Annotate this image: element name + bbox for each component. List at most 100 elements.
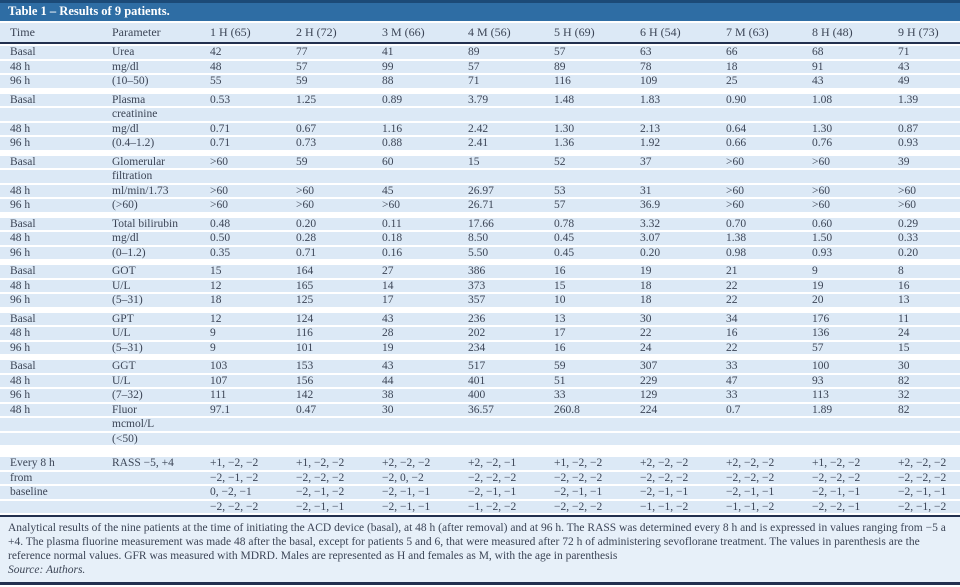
value-cell: 33 (716, 360, 802, 373)
value-cell: 0.20 (630, 246, 716, 259)
value-cell: 57 (544, 199, 630, 212)
value-cell: 53 (544, 184, 630, 197)
value-cell: 109 (630, 75, 716, 88)
value-cell: −2, −1, −1 (544, 486, 630, 499)
parameter-cell (102, 486, 200, 499)
value-cell: 0.89 (372, 93, 458, 106)
value-cell: 103 (200, 360, 286, 373)
value-cell: 22 (630, 327, 716, 340)
value-cell: 0.50 (200, 232, 286, 245)
value-cell: 3.32 (630, 217, 716, 230)
value-cell: −2, 0, −2 (372, 471, 458, 484)
value-cell: +2, −2, −2 (630, 457, 716, 470)
value-cell: 153 (286, 360, 372, 373)
value-cell: 0.66 (716, 137, 802, 150)
value-cell: 33 (544, 389, 630, 402)
value-cell: 30 (888, 360, 960, 373)
value-cell: >60 (802, 184, 888, 197)
table-row: 96 h (5–31) 9 101 19 234 16 24 22 57 15 (0, 341, 960, 354)
time-cell: 96 h (0, 294, 102, 307)
value-cell: 2.41 (458, 137, 544, 150)
table-row: Basal GGT 103 153 43 517 59 307 33 100 30 (0, 360, 960, 373)
value-cell: +1, −2, −2 (200, 457, 286, 470)
value-cell: −2, −2, −2 (200, 500, 286, 513)
value-cell: 1.89 (802, 403, 888, 416)
value-cell: 0.35 (200, 246, 286, 259)
value-cell: 0.93 (802, 246, 888, 259)
parameter-cell: (5–31) (102, 341, 200, 354)
value-cell: >60 (200, 155, 286, 168)
value-cell: −2, −2, −2 (544, 471, 630, 484)
value-cell: 116 (544, 75, 630, 88)
value-cell: 16 (544, 265, 630, 278)
value-cell (372, 170, 458, 183)
value-cell: 12 (200, 312, 286, 325)
value-cell: −1, −2, −2 (458, 500, 544, 513)
value-cell (630, 418, 716, 431)
value-cell: 2.42 (458, 122, 544, 135)
value-cell: 2.13 (630, 122, 716, 135)
value-cell: >60 (286, 199, 372, 212)
value-cell (544, 170, 630, 183)
parameter-cell: (0–1.2) (102, 246, 200, 259)
value-cell: 13 (544, 312, 630, 325)
time-cell: 96 h (0, 389, 102, 402)
table-row: 48 h mg/dl 48 57 99 57 89 78 18 91 43 (0, 60, 960, 73)
value-cell: 30 (630, 312, 716, 325)
table-row: Every 8 h RASS −5, +4 +1, −2, −2 +1, −2, −2… (0, 457, 960, 470)
value-cell: −2, −1, −2 (286, 486, 372, 499)
value-cell: 59 (286, 155, 372, 168)
group-spacer (0, 356, 960, 358)
parameter-cell: GOT (102, 265, 200, 278)
value-cell: 0.53 (200, 93, 286, 106)
group-spacer-cell (0, 152, 960, 154)
value-cell: 0.67 (286, 122, 372, 135)
value-cell: +1, −2, −2 (286, 457, 372, 470)
value-cell: 43 (372, 360, 458, 373)
value-cell (630, 170, 716, 183)
column-header: 2 H (72) (286, 23, 372, 44)
group-spacer-cell (0, 309, 960, 311)
table-row: Basal Plasma 0.53 1.25 0.89 3.79 1.48 1.83 0.90 1… (0, 93, 960, 106)
parameter-cell: (<50) (102, 432, 200, 445)
value-cell (802, 432, 888, 445)
value-cell: 41 (372, 46, 458, 59)
parameter-cell: ml/min/1.73 (102, 184, 200, 197)
value-cell (200, 170, 286, 183)
value-cell: 99 (372, 60, 458, 73)
value-cell: 17.66 (458, 217, 544, 230)
value-cell (630, 432, 716, 445)
value-cell: −2, −2, −2 (544, 500, 630, 513)
value-cell (802, 108, 888, 121)
time-cell: 96 h (0, 75, 102, 88)
value-cell: 0.60 (802, 217, 888, 230)
parameter-cell: (>60) (102, 199, 200, 212)
value-cell: 0.47 (286, 403, 372, 416)
group-spacer-cell (0, 214, 960, 216)
value-cell: −2, −1, −1 (802, 486, 888, 499)
value-cell: 24 (630, 341, 716, 354)
value-cell: 0.70 (716, 217, 802, 230)
value-cell: 0.71 (200, 122, 286, 135)
value-cell: 111 (200, 389, 286, 402)
value-cell: 0.88 (372, 137, 458, 150)
value-cell: −2, −1, −1 (372, 486, 458, 499)
value-cell: 59 (544, 360, 630, 373)
value-cell (888, 170, 960, 183)
time-cell: 48 h (0, 327, 102, 340)
value-cell: 9 (802, 265, 888, 278)
value-cell: 17 (372, 294, 458, 307)
value-cell: +1, −2, −2 (544, 457, 630, 470)
time-cell: 48 h (0, 279, 102, 292)
value-cell: 14 (372, 279, 458, 292)
table-row: 48 h mg/dl 0.50 0.28 0.18 8.50 0.45 3.07 1.38 1.5… (0, 232, 960, 245)
parameter-cell: (10–50) (102, 75, 200, 88)
value-cell (458, 108, 544, 121)
value-cell: −2, −2, −2 (286, 471, 372, 484)
table-row: 96 h (7–32) 111 142 38 400 33 129 33 113 32 (0, 389, 960, 402)
table-source: Source: Authors. (8, 564, 86, 576)
value-cell: 0, −2, −1 (200, 486, 286, 499)
parameter-cell: U/L (102, 374, 200, 387)
value-cell: 386 (458, 265, 544, 278)
value-cell: 18 (630, 294, 716, 307)
